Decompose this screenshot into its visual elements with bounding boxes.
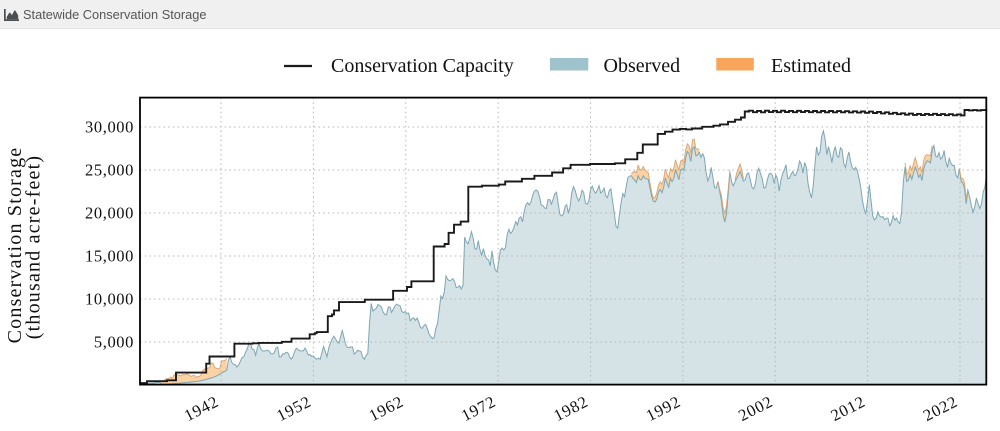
svg-text:1972: 1972 <box>458 392 499 425</box>
svg-text:Conservation Storage: Conservation Storage <box>4 147 26 344</box>
svg-text:30,000: 30,000 <box>85 118 134 137</box>
svg-text:1992: 1992 <box>643 392 684 425</box>
svg-text:Estimated: Estimated <box>771 55 851 77</box>
svg-text:Conservation Capacity: Conservation Capacity <box>331 55 514 77</box>
svg-text:15,000: 15,000 <box>85 247 134 266</box>
svg-text:20,000: 20,000 <box>85 204 134 223</box>
svg-text:5,000: 5,000 <box>94 333 134 352</box>
svg-text:Observed: Observed <box>604 55 681 77</box>
svg-text:1982: 1982 <box>550 392 591 425</box>
svg-text:10,000: 10,000 <box>85 290 134 309</box>
svg-text:2002: 2002 <box>735 392 776 425</box>
svg-text:2022: 2022 <box>920 392 961 425</box>
svg-text:1942: 1942 <box>181 392 222 425</box>
svg-text:(thousand acre-feet): (thousand acre-feet) <box>23 155 45 339</box>
svg-text:1952: 1952 <box>273 392 314 425</box>
svg-text:25,000: 25,000 <box>85 161 134 180</box>
svg-text:1962: 1962 <box>366 392 407 425</box>
svg-text:2012: 2012 <box>828 392 869 425</box>
